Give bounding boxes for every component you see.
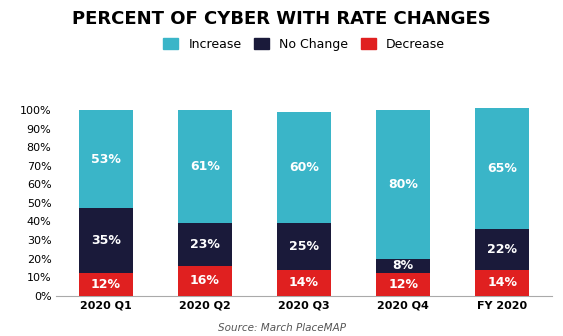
Bar [79, 274, 133, 296]
Text: 22%: 22% [487, 243, 517, 256]
Text: 53%: 53% [91, 153, 121, 166]
Bar [376, 274, 430, 296]
Text: 35%: 35% [91, 235, 121, 247]
Text: 14%: 14% [487, 276, 517, 289]
Text: 12%: 12% [91, 278, 121, 291]
Bar [178, 110, 232, 223]
Text: 16%: 16% [190, 274, 220, 287]
Bar [376, 110, 430, 259]
Text: PERCENT OF CYBER WITH RATE CHANGES: PERCENT OF CYBER WITH RATE CHANGES [72, 10, 491, 28]
Text: 60%: 60% [289, 161, 319, 174]
Bar [79, 110, 133, 208]
Bar [475, 270, 529, 296]
Text: 12%: 12% [388, 278, 418, 291]
Bar [277, 223, 331, 270]
Text: Source: March PlaceMAP: Source: March PlaceMAP [217, 323, 346, 333]
Bar [79, 208, 133, 274]
Text: 80%: 80% [388, 178, 418, 191]
Legend: Increase, No Change, Decrease: Increase, No Change, Decrease [158, 33, 450, 56]
Bar [277, 270, 331, 296]
Bar [178, 266, 232, 296]
Text: 25%: 25% [289, 240, 319, 253]
Text: 14%: 14% [289, 276, 319, 289]
Text: 8%: 8% [392, 259, 414, 272]
Bar [475, 229, 529, 270]
Text: 23%: 23% [190, 238, 220, 251]
Bar [376, 259, 430, 274]
Text: 61%: 61% [190, 160, 220, 173]
Bar [178, 223, 232, 266]
Bar [277, 112, 331, 223]
Bar [475, 108, 529, 229]
Text: 65%: 65% [487, 162, 517, 175]
